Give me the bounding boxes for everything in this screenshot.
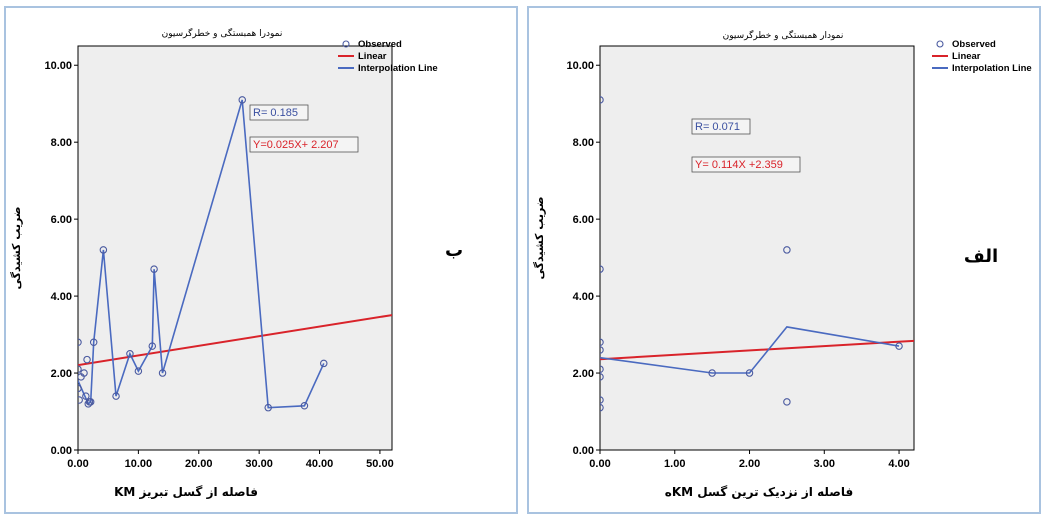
y-tick-label: 8.00 (51, 137, 72, 149)
observed-point (89, 338, 98, 347)
equation-text: Y= 0.114X +2.359 (695, 159, 783, 171)
chart-svg: نمودار همبستگی و خطرگرسیون 0.00 2.00 4.00 6.… (533, 29, 1032, 499)
plot-area (599, 45, 915, 451)
interpolation-line (78, 99, 325, 409)
chart-title: نمودرا همبستگی و خطرگرسیون (162, 27, 283, 39)
observed-point (84, 400, 93, 408)
observed-point (150, 265, 158, 273)
x-axis-label: فاصله از گسل تبریز KM (114, 485, 258, 499)
y-tick-label: 4.00 (573, 291, 594, 303)
equation-annotation: Y=0.025X+ 2.207 (249, 136, 359, 153)
chart-panel-alef: نمودار همبستگی و خطرگرسیون 0.00 2.00 4.00 6.… (527, 6, 1041, 514)
legend-observed-marker (342, 40, 350, 48)
legend-observed-label: Observed (952, 39, 996, 50)
observed-point (600, 396, 604, 404)
observed-point (264, 403, 272, 412)
observed-point (78, 396, 83, 404)
observed-point (600, 403, 604, 412)
x-tick-label: 40.00 (306, 458, 334, 470)
observed-point (86, 398, 95, 406)
x-tick-label: 10.00 (125, 458, 153, 470)
y-tick-label: 4.00 (51, 291, 72, 303)
observed-point (600, 96, 604, 104)
equation-annotation: Y= 0.114X +2.359 (691, 156, 801, 173)
legend-observed-label: Observed (358, 39, 402, 50)
y-tick-label: 6.00 (573, 214, 594, 226)
observed-point (783, 398, 791, 406)
panel-side-label: الف (964, 246, 998, 267)
plot-marks (600, 96, 914, 412)
observed-point (238, 96, 246, 104)
observed-point (78, 365, 82, 373)
observed-point (126, 350, 134, 358)
plot-marks (78, 96, 392, 412)
y-tick-label: 10.00 (44, 60, 72, 72)
y-tick-label: 8.00 (573, 137, 594, 149)
observed-point (78, 338, 82, 347)
x-tick-label: 20.00 (185, 458, 213, 470)
observed-point (708, 369, 716, 377)
observed-point (600, 338, 604, 347)
y-tick-label: 2.00 (573, 368, 594, 380)
observed-point (320, 359, 328, 368)
r-annotation: R= 0.185 (249, 104, 309, 121)
y-axis-label: ضریب کشیدگی (10, 206, 23, 289)
y-tick-label: 10.00 (566, 60, 594, 72)
observed-point (158, 369, 167, 377)
observed-point (83, 355, 91, 364)
x-tick-label: 0.00 (589, 458, 610, 470)
x-axis-label: فاصله از نزدیک ترین گسل KMه (665, 485, 854, 499)
x-tick-label: 30.00 (245, 458, 273, 470)
y-axis-label: ضریب کشیدگی (533, 196, 546, 279)
observed-point (78, 384, 82, 393)
observed-point (300, 402, 309, 410)
legend-interpolation-label: Interpolation Line (952, 63, 1032, 74)
chart-svg: نمودرا همبستگی و خطرگرسیون 0.00 2.00 4.00 6.… (10, 27, 463, 499)
interpolation-line (600, 326, 900, 374)
observed-point (99, 246, 108, 254)
chart-title: نمودار همبستگی و خطرگرسیون (723, 29, 844, 41)
legend-interpolation-label: Interpolation Line (358, 63, 438, 74)
x-tick-label: 50.00 (366, 458, 394, 470)
equation-text: Y=0.025X+ 2.207 (253, 139, 339, 151)
y-tick-label: 0.00 (51, 445, 72, 457)
plot-area (77, 45, 393, 451)
y-tick-label: 0.00 (573, 445, 594, 457)
observed-point (134, 367, 143, 375)
chart-panel-b: نمودرا همبستگی و خطرگرسیون 0.00 2.00 4.00 6.… (4, 6, 518, 514)
observed-point (895, 342, 903, 350)
linear-fit-line (600, 339, 914, 361)
observed-point (80, 369, 88, 377)
y-tick-label: 2.00 (51, 368, 72, 380)
observed-point (600, 346, 604, 354)
x-tick-label: 2.00 (739, 458, 760, 470)
observed-point (600, 265, 604, 273)
y-tick-label: 6.00 (51, 214, 72, 226)
legend-observed-marker (936, 40, 944, 48)
observed-point (112, 392, 120, 400)
x-tick-label: 1.00 (664, 458, 685, 470)
x-tick-label: 4.00 (888, 458, 909, 470)
r-value-text: R= 0.185 (253, 107, 298, 119)
x-tick-label: 0.00 (67, 458, 88, 470)
r-value-text: R= 0.071 (695, 121, 740, 133)
observed-point (745, 369, 754, 377)
observed-point (600, 373, 604, 381)
observed-point (783, 246, 791, 254)
observed-point (148, 342, 157, 350)
r-annotation: R= 0.071 (691, 118, 751, 135)
observed-point (82, 392, 90, 400)
observed-point (600, 365, 604, 373)
legend-linear-label: Linear (358, 51, 387, 62)
x-tick-label: 3.00 (814, 458, 835, 470)
panel-side-label: ب (445, 240, 463, 261)
legend-linear-label: Linear (952, 51, 981, 62)
